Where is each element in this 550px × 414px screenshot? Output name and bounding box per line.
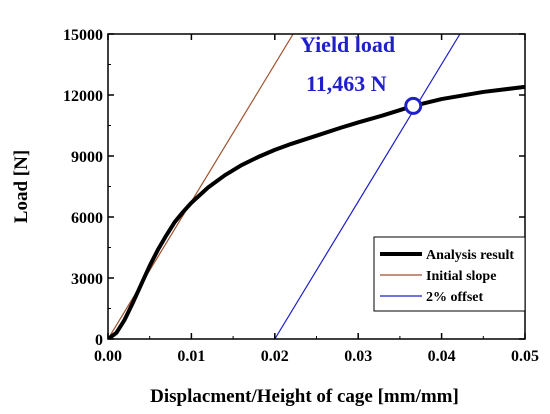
- axes-layer: 0.00 0.01 0.02 0.03 0.04 0.05 0 3000 6000 9000 120…: [63, 27, 539, 365]
- x-axis-title: Displacment/Height of cage [mm/mm]: [150, 386, 459, 407]
- y-axis-title: Load [N]: [11, 150, 32, 223]
- y-tick-label: 15000: [63, 27, 103, 44]
- annotation-yield-load-value: 11,463 N: [306, 71, 387, 96]
- y-tick-label: 0: [95, 332, 103, 349]
- axis-titles: Displacment/Height of cage [mm/mm] Load …: [11, 150, 459, 407]
- series-layer: [108, 34, 525, 339]
- legend-label: Analysis result: [426, 248, 514, 263]
- legend-box: [373, 236, 526, 312]
- series-line-analysis-result: [108, 84, 525, 339]
- series-line-2-offset: [274, 34, 461, 339]
- legend-label: 2% offset: [426, 290, 483, 305]
- legend-label: Initial slope: [426, 269, 496, 284]
- y-tick-label: 12000: [63, 88, 103, 105]
- y-tick-label: 6000: [71, 210, 103, 227]
- x-tick-label: 0.05: [511, 348, 539, 365]
- x-tick-label: 0.02: [261, 348, 289, 365]
- yield-point-marker: [404, 96, 423, 115]
- y-tick-label: 3000: [71, 271, 103, 288]
- annotation-yield-load-title: Yield load: [300, 32, 395, 57]
- x-tick-label: 0.03: [344, 348, 372, 365]
- legend: Analysis result Initial slope 2% offset: [373, 236, 526, 312]
- annotation-layer: Yield load 11,463 N: [300, 32, 423, 115]
- x-tick-label: 0.04: [428, 348, 456, 365]
- y-tick-label: 9000: [71, 149, 103, 166]
- x-tick-label: 0.00: [94, 348, 122, 365]
- x-tick-label: 0.01: [177, 348, 205, 365]
